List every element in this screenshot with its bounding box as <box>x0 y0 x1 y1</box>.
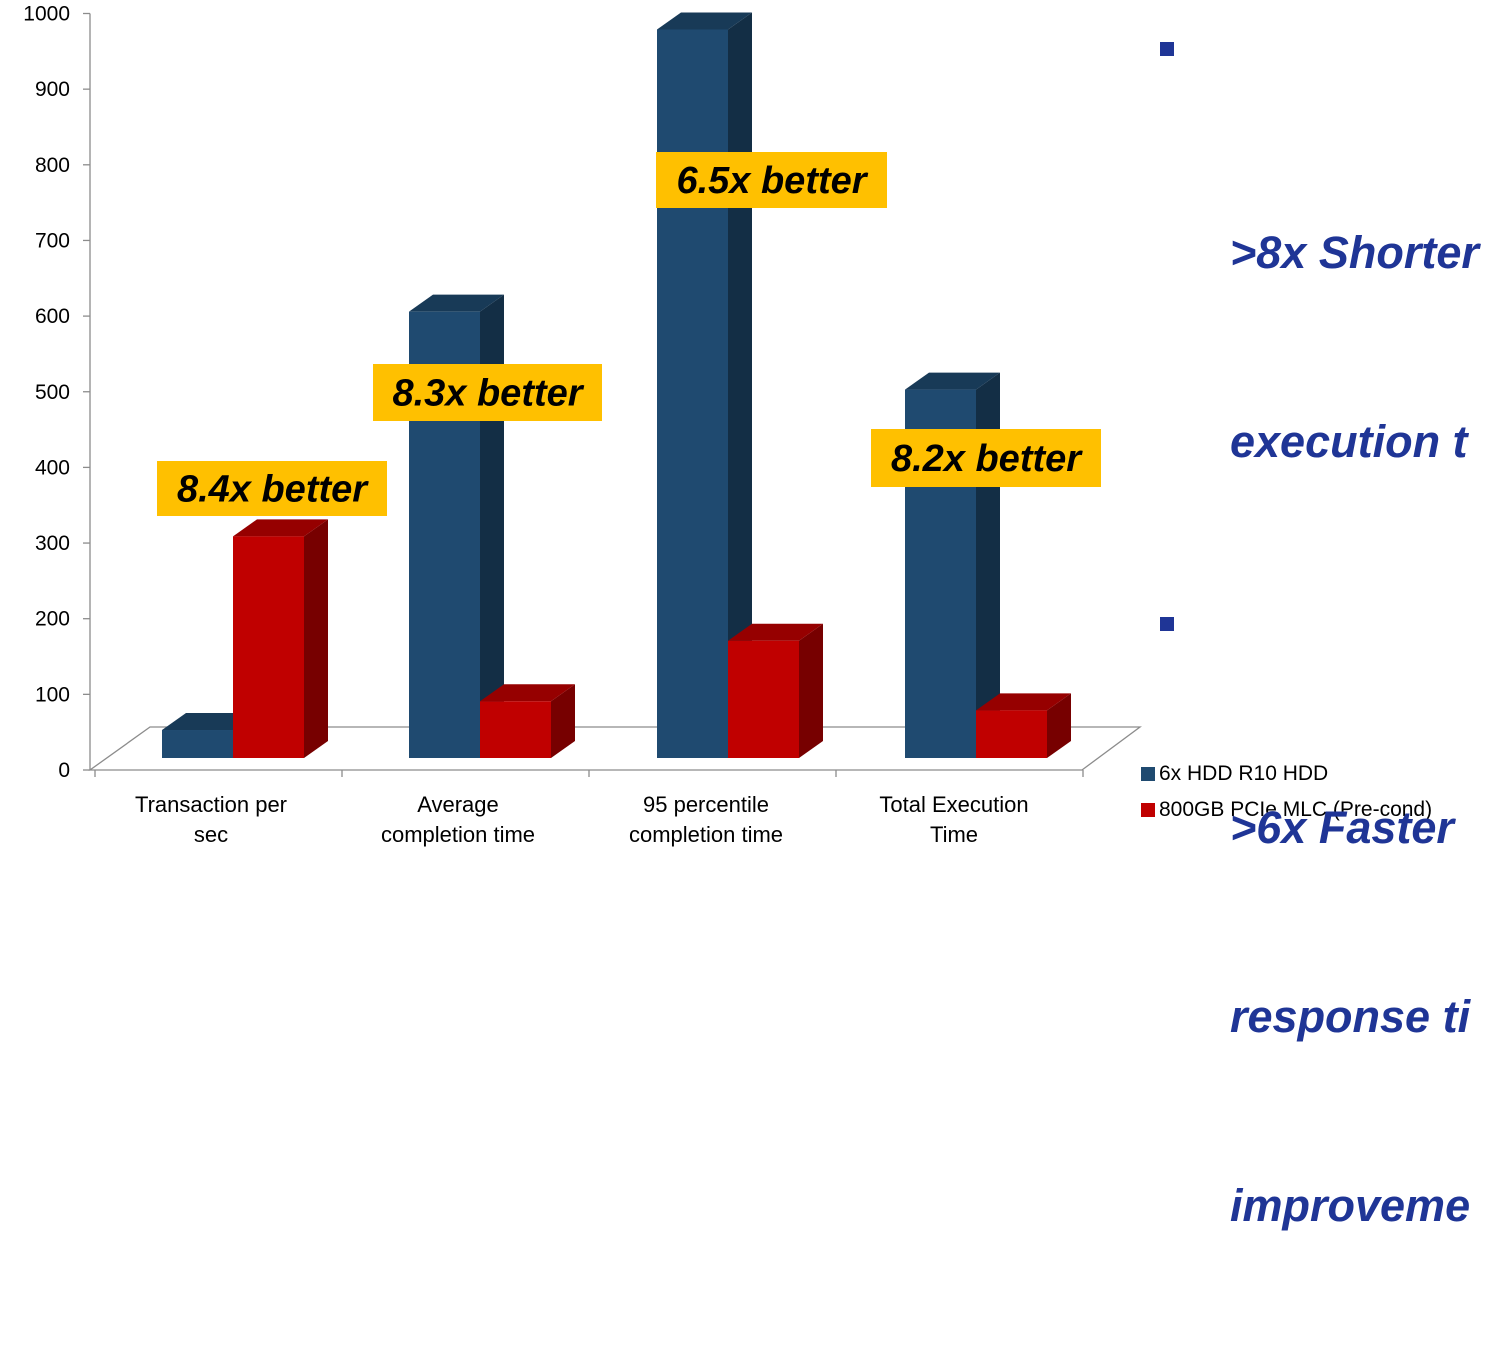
callout-label: 8.2x better <box>891 438 1083 480</box>
bar-top <box>409 294 504 312</box>
legend-swatch-pcie <box>1141 803 1155 817</box>
x-tick-label: completion time <box>629 822 783 847</box>
x-tick-label: Transaction per <box>135 792 287 817</box>
x-tick-label: completion time <box>381 822 535 847</box>
y-tick-label: 600 <box>35 305 70 328</box>
y-tick-label: 0 <box>58 759 70 782</box>
y-tick-label: 800 <box>35 154 70 177</box>
bullet-line: response ti <box>1230 991 1471 1042</box>
bar-top <box>233 519 328 537</box>
bar <box>728 623 823 758</box>
x-tick-label: Time <box>930 822 978 847</box>
x-tick-label: Average <box>417 792 499 817</box>
bar-side <box>551 684 575 758</box>
legend-label-pcie: 800GB PCIe MLC (Pre-cond) <box>1159 798 1433 821</box>
callout-label: 8.4x better <box>177 469 369 511</box>
bullet-item: >6x Faster response ti improveme <box>1158 607 1512 1363</box>
bar-top <box>728 623 823 641</box>
bar-front <box>657 29 728 759</box>
bar-side <box>799 623 823 758</box>
x-tick-label: Total Execution <box>879 792 1028 817</box>
bullet-list: >8x Shorter execution t >6x Faster respo… <box>1158 32 1512 1371</box>
bullet-line: execution t <box>1230 416 1468 467</box>
callout: 8.2x better <box>871 429 1101 487</box>
x-tick-label: sec <box>194 822 228 847</box>
callout-box <box>157 461 387 516</box>
callout: 8.3x better <box>373 364 602 421</box>
bar-front <box>728 640 799 758</box>
bar <box>233 519 328 758</box>
y-tick-label: 300 <box>35 532 70 555</box>
legend: 6x HDD R10 HDD 800GB PCIe MLC (Pre-cond) <box>1141 756 1512 828</box>
bar <box>976 693 1071 758</box>
bullet-line: >8x Shorter <box>1230 227 1479 278</box>
callout: 8.4x better <box>157 461 387 516</box>
y-tick-label: 900 <box>35 78 70 101</box>
bar-top <box>480 684 575 702</box>
square-bullet-icon <box>1160 617 1174 631</box>
y-tick-label: 500 <box>35 381 70 404</box>
legend-item-hdd: 6x HDD R10 HDD <box>1141 756 1512 792</box>
bullet-line: improveme <box>1230 1180 1471 1231</box>
callout-label: 6.5x better <box>676 160 868 202</box>
y-tick-label: 400 <box>35 456 70 479</box>
legend-swatch-hdd <box>1141 767 1155 781</box>
callout-label: 8.3x better <box>392 373 584 415</box>
y-tick-label: 200 <box>35 608 70 631</box>
bar-side <box>304 519 328 758</box>
bullet-line: >6x Faster <box>1230 802 1454 853</box>
legend-item-pcie: 800GB PCIe MLC (Pre-cond) <box>1141 792 1512 828</box>
bar-top <box>657 12 752 30</box>
callout: 6.5x better <box>656 152 887 208</box>
bar-front <box>480 701 551 758</box>
callout-box <box>871 429 1101 487</box>
bar-top <box>905 372 1000 390</box>
y-tick-label: 1000 <box>23 3 70 26</box>
y-tick-label: 700 <box>35 229 70 252</box>
bar-top <box>976 693 1071 711</box>
bar-front <box>976 710 1047 758</box>
square-bullet-icon <box>1160 42 1174 56</box>
bullet-item: >8x Shorter execution t <box>1158 32 1512 599</box>
y-tick-label: 100 <box>35 683 70 706</box>
callout-box <box>373 364 602 421</box>
legend-label-hdd: 6x HDD R10 HDD <box>1159 762 1329 785</box>
bar <box>480 684 575 758</box>
x-tick-label: 95 percentile <box>643 792 769 817</box>
chart-floor <box>87 726 1142 771</box>
bar-side <box>1047 693 1071 758</box>
bar-chart: 0 100 200 300 400 500 600 700 800 900 1000 Transact… <box>23 3 1142 847</box>
bar-front <box>233 536 304 758</box>
callout-box <box>656 152 887 208</box>
bar-front <box>162 730 233 758</box>
